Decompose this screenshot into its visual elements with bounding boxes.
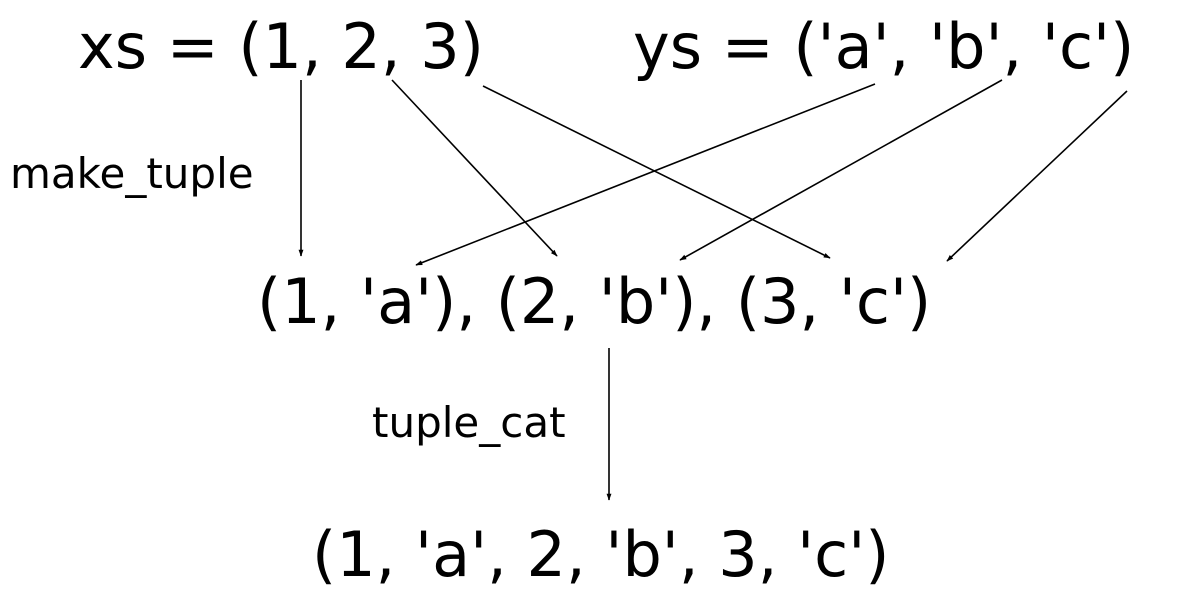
xs-tuple: xs = (1, 2, 3): [78, 10, 484, 83]
arrow-2-to-pair2: [391, 79, 558, 257]
arrow-a-to-pair1: [415, 83, 876, 266]
make-tuple-label: make_tuple: [10, 149, 254, 198]
arrow-c-to-pair3: [946, 90, 1128, 262]
arrow-3-to-pair3: [482, 85, 831, 259]
concatenated-result: (1, 'a', 2, 'b', 3, 'c'): [312, 518, 890, 591]
ys-tuple: ys = ('a', 'b', 'c'): [633, 10, 1134, 83]
zipped-pairs: (1, 'a'), (2, 'b'), (3, 'c'): [257, 265, 931, 338]
arrow-b-to-pair2: [679, 79, 1003, 261]
tuple-cat-label: tuple_cat: [372, 398, 566, 447]
